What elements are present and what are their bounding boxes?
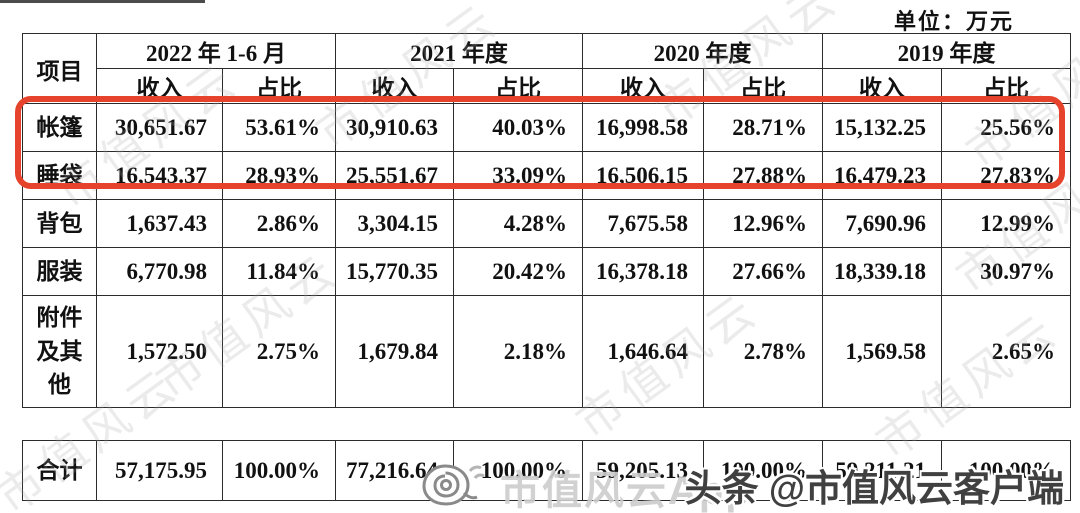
row-item-label: 睡袋 [22,151,97,200]
cell: 1,679.84 [335,295,455,408]
cell: 100.00% [703,440,823,501]
cell: 59,211.21 [822,440,942,501]
cell: 18,339.18 [822,247,943,296]
col-group-2019: 2019 年度 [822,33,1072,69]
cell: 11.84% [221,247,337,296]
cell: 1,646.64 [582,295,705,408]
cell: 59,205.13 [582,440,704,501]
col-header-item: 项目 [22,33,97,104]
cell: 15,132.25 [822,103,943,152]
cell: 16,543.37 [96,151,223,200]
cell: 40.03% [453,103,584,152]
total-table: 合计 57,175.95 100.00% 77,216.64 100.00% 5… [22,440,1071,501]
sub-header-revenue: 收入 [582,68,705,104]
row-item-label: 服装 [22,247,97,296]
cell: 1,572.50 [96,295,223,408]
top-crop-line [0,0,205,3]
row-item-label: 附件及其他 [22,295,97,408]
toutiao-watermark-text: 头条 @市值风云客户端 [684,468,1064,509]
col-group-2020: 2020 年度 [582,33,824,69]
cell: 16,506.15 [582,151,705,200]
sub-header-share: 占比 [941,68,1072,104]
table-row-total: 合计 57,175.95 100.00% 77,216.64 100.00% 5… [22,440,1071,501]
table-row-tent: 帐篷 30,651.67 53.61% 30,910.63 40.03% 16,… [22,103,1072,152]
row-item-label: 背包 [22,199,97,248]
sub-header-revenue: 收入 [96,68,223,104]
cell: 1,637.43 [96,199,223,248]
cell: 20.42% [453,247,584,296]
cell: 30.97% [941,247,1072,296]
cell: 28.93% [221,151,337,200]
table-row-sleeping-bag: 睡袋 16,543.37 28.93% 25,551.67 33.09% 16,… [22,151,1072,200]
sub-header-revenue: 收入 [335,68,455,104]
cell: 33.09% [453,151,584,200]
col-group-2021: 2021 年度 [335,33,584,69]
cell: 53.61% [221,103,337,152]
cell: 2.86% [221,199,337,248]
cell: 30,651.67 [96,103,223,152]
cell: 7,675.58 [582,199,705,248]
cell: 7,690.96 [822,199,943,248]
cell: 3,304.15 [335,199,455,248]
cell: 2.78% [703,295,824,408]
cell: 30,910.63 [335,103,455,152]
cell: 16,998.58 [582,103,705,152]
cell: 2.18% [453,295,584,408]
cell: 77,216.64 [335,440,454,501]
cell: 27.66% [703,247,824,296]
cell: 57,175.95 [96,440,223,501]
cell: 6,770.98 [96,247,223,296]
revenue-table: 项目 2022 年 1-6 月 2021 年度 2020 年度 2019 年度 … [22,33,1072,408]
cell: 28.71% [703,103,824,152]
total-label: 合计 [22,440,97,501]
sub-header-share: 占比 [703,68,824,104]
cell: 27.83% [941,151,1072,200]
cell: 12.96% [703,199,824,248]
sub-header-share: 占比 [453,68,584,104]
cell: 15,770.35 [335,247,455,296]
cell: 16,378.18 [582,247,705,296]
cell: 12.99% [941,199,1072,248]
cell: 100.00% [453,440,583,501]
sub-header-revenue: 收入 [822,68,943,104]
cell: 25.56% [941,103,1072,152]
cell: 2.75% [221,295,337,408]
col-group-2022: 2022 年 1-6 月 [95,33,337,69]
cell: 4.28% [453,199,584,248]
row-item-label: 帐篷 [22,103,97,152]
unit-label: 单位：万元 [893,9,1014,34]
table-row-clothing: 服装 6,770.98 11.84% 15,770.35 20.42% 16,3… [22,247,1072,296]
cell: 2.65% [941,295,1072,408]
cell: 16,479.23 [822,151,943,200]
table-row-accessories-other: 附件及其他 1,572.50 2.75% 1,679.84 2.18% 1,64… [22,295,1072,408]
cell: 27.88% [703,151,824,200]
cell: 25,551.67 [335,151,455,200]
cell: 1,569.58 [822,295,943,408]
table-row-backpack: 背包 1,637.43 2.86% 3,304.15 4.28% 7,675.5… [22,199,1072,248]
cell: 100.00% [941,440,1071,501]
sub-header-share: 占比 [221,68,337,104]
cell: 100.00% [222,440,336,501]
